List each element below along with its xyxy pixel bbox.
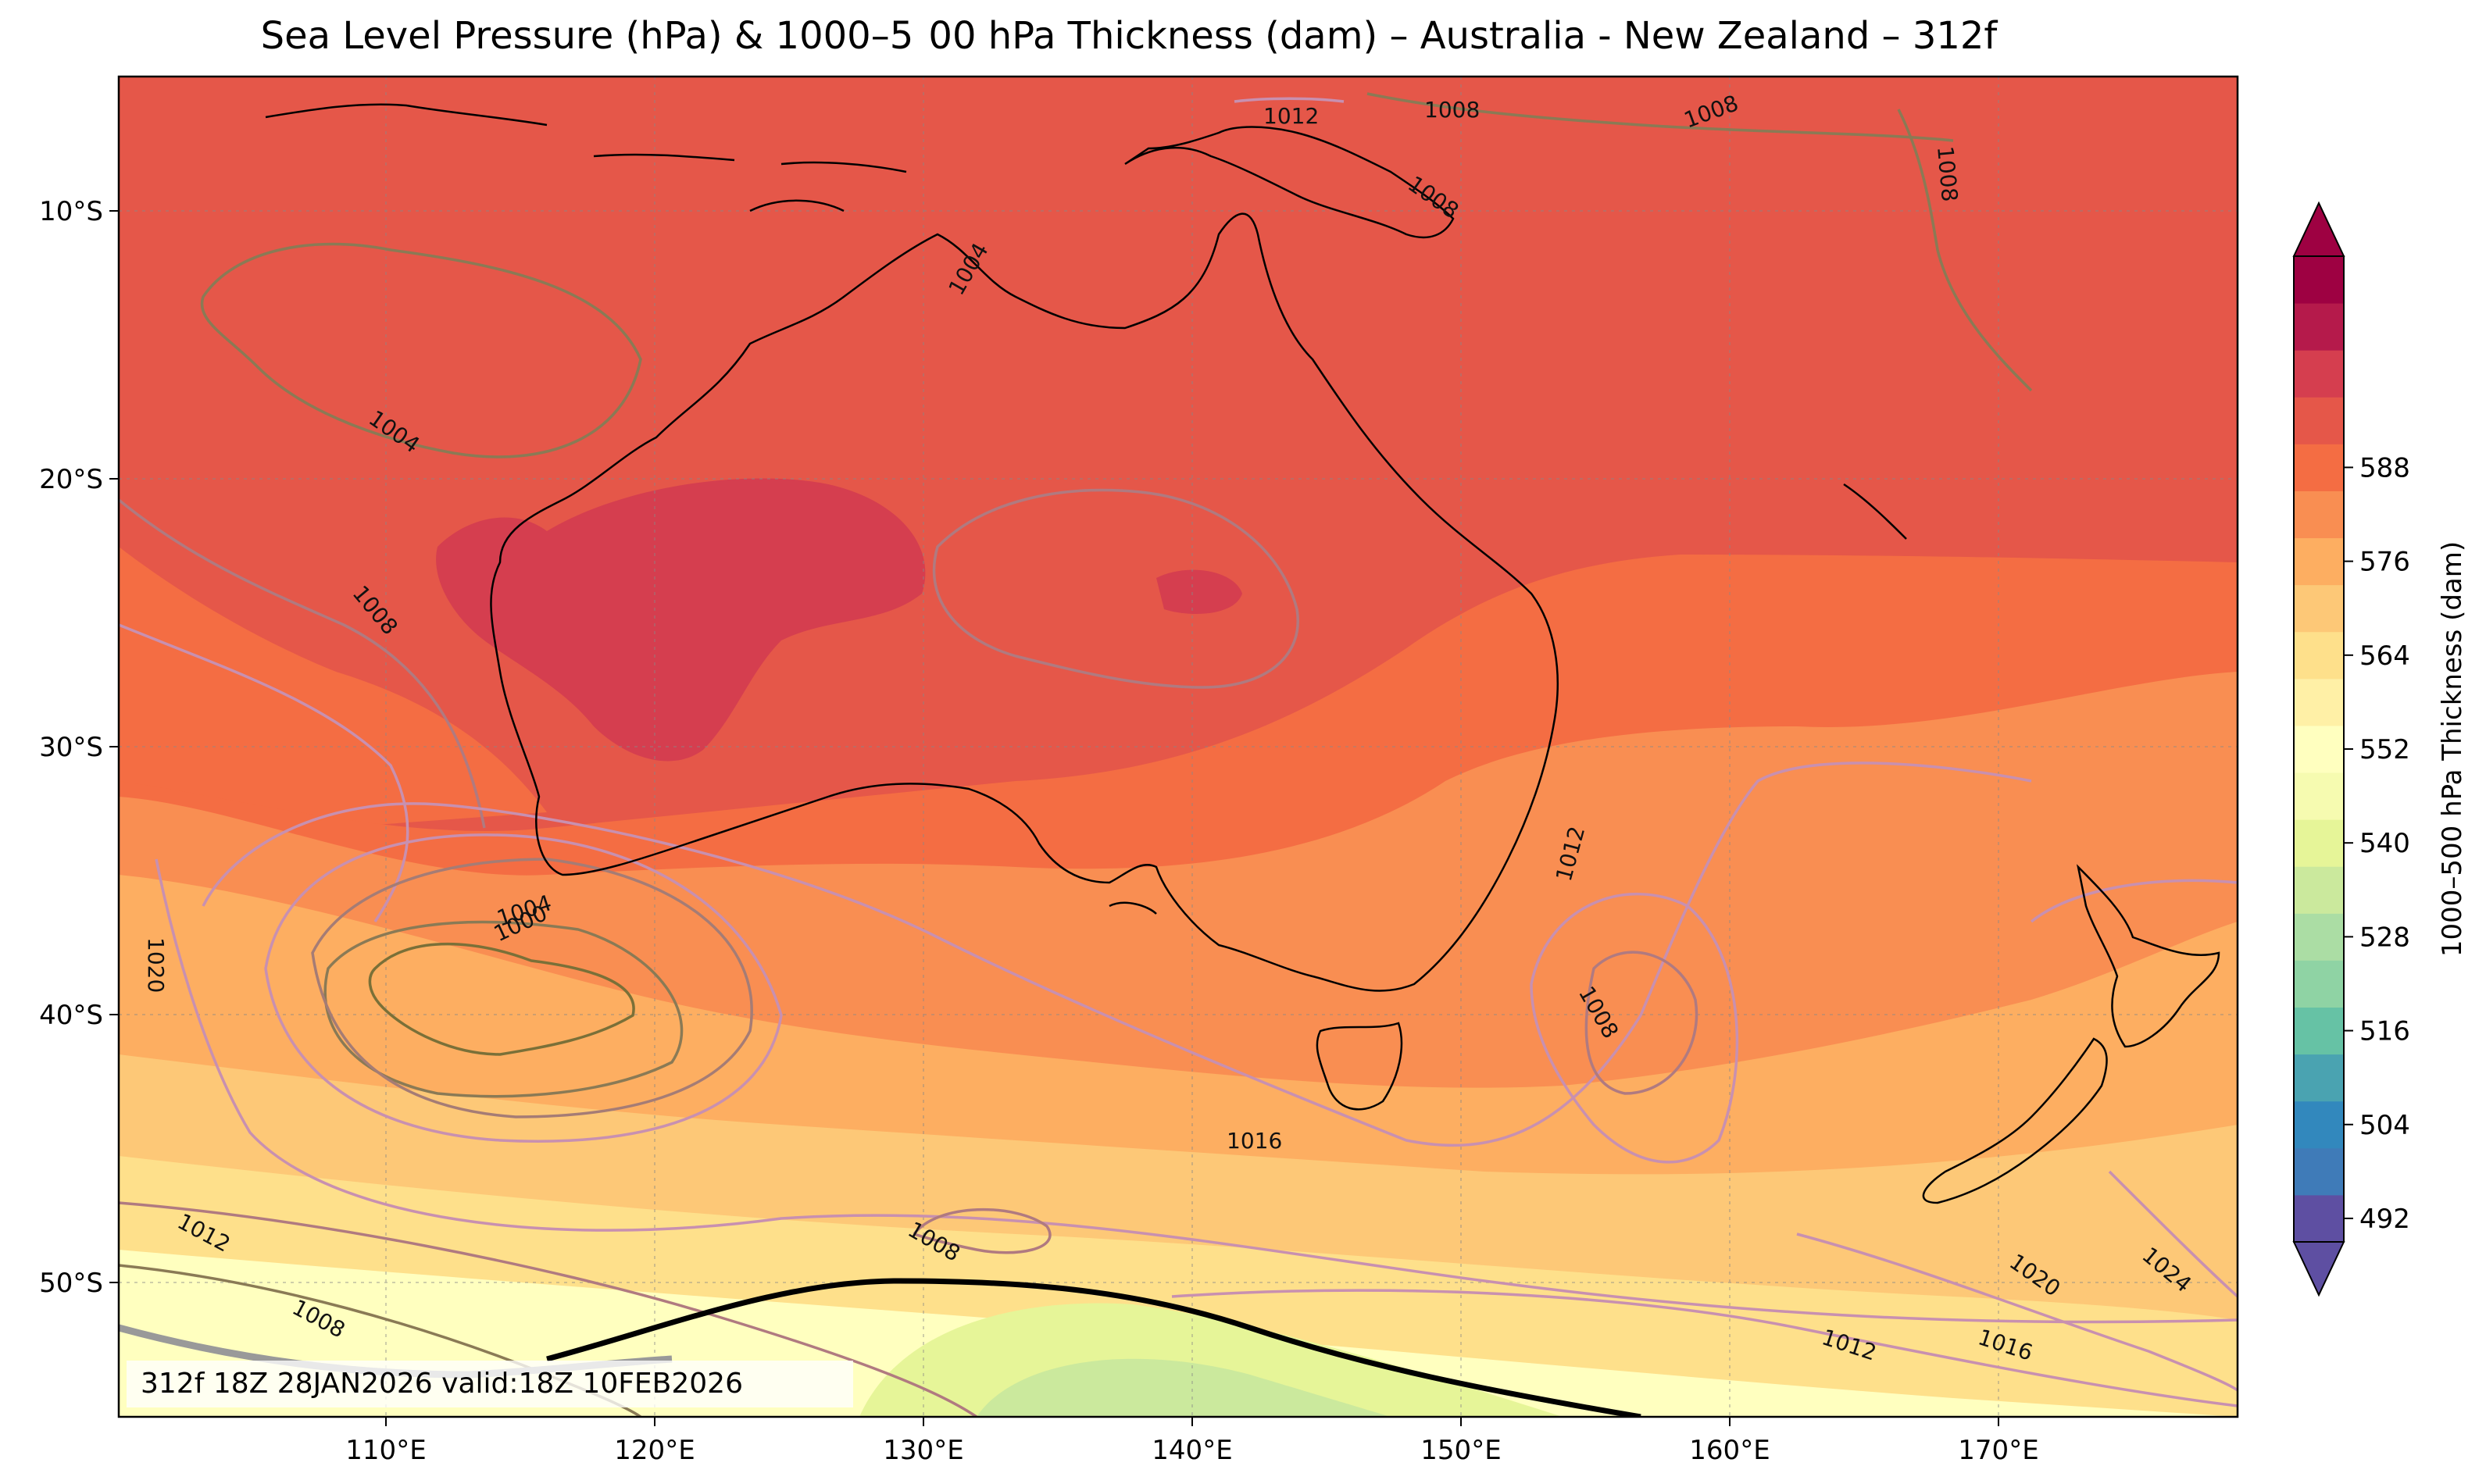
isobar-1024-east: [2030, 879, 2238, 1298]
run-info-label: 312f 18Z 28JAN2026 valid:18Z 10FEB2026: [127, 1361, 853, 1407]
lat-tick-label: 50°S: [39, 1268, 103, 1299]
isobar-1008-northeast: [1366, 92, 1954, 142]
colorbar-segment: [2294, 819, 2344, 867]
isobar-label: 1016: [1227, 1128, 1282, 1154]
lat-tick-labels: 10°S 20°S 30°S 40°S 50°S: [39, 196, 103, 1299]
coastline-new-guinea: [1124, 126, 1455, 239]
isobar-1004-north: [200, 242, 642, 458]
coastline-kangaroo-island: [1109, 901, 1157, 915]
colorbar-extend-bottom: [2292, 1241, 2345, 1297]
coastline-australia: [490, 212, 1559, 992]
lat-ticks: [109, 210, 119, 1283]
colorbar-tick-label: 540: [2359, 828, 2410, 859]
colorbar-tick-label: 576: [2359, 547, 2410, 578]
colorbar-tick-label: 528: [2359, 922, 2410, 953]
colorbar-segment: [2294, 631, 2344, 680]
colorbar-segment: [2294, 397, 2344, 444]
colorbar-segment: [2294, 960, 2344, 1008]
lat-tick-label: 20°S: [39, 464, 103, 495]
colorbar-segment: [2294, 772, 2344, 820]
lat-tick-label: 30°S: [39, 732, 103, 763]
colorbar-tick-label: 588: [2359, 452, 2410, 483]
thickness-540-line: [546, 1278, 1641, 1417]
isobar-1008-northeast-2: [1897, 109, 2033, 392]
thickness-band-582: [436, 478, 926, 762]
isobar-1008-west: [119, 498, 486, 829]
coastline-new-caledonia: [1843, 483, 1907, 540]
isobar-1000-low: [368, 942, 635, 1056]
isobar-1020-band: [155, 858, 2238, 1324]
colorbar-segment: [2294, 678, 2344, 726]
coastline-nz-south: [1922, 1037, 2108, 1204]
lat-tick-label: 40°S: [39, 1000, 103, 1031]
coastline-indonesia: [265, 103, 907, 212]
isobar-1008-tasman: [1584, 951, 1698, 1095]
colorbar-tick-label: 552: [2359, 734, 2410, 765]
isobar-label: 1008: [1932, 145, 1963, 203]
lon-tick-label: 140°E: [1152, 1435, 1232, 1466]
colorbar-segment: [2294, 444, 2344, 491]
isobar-1016-southeast: [1796, 1233, 2238, 1392]
isobar-1016-band: [202, 762, 2032, 1147]
isobar-1008-southmid: [913, 1208, 1052, 1254]
isobar-label: 1020: [143, 937, 169, 993]
isobar-label: 1008: [1424, 97, 1480, 123]
colorbar-segment: [2294, 537, 2344, 586]
isobar-1008-australia: [932, 488, 1299, 689]
thickness-band-582-east: [1156, 569, 1242, 614]
lon-tick-label: 160°E: [1689, 1435, 1770, 1466]
coastline-tasmania: [1316, 1022, 1403, 1111]
colorbar-segment: [2294, 491, 2344, 539]
isobar-1012-southeast: [1171, 1289, 2238, 1407]
isobar-1012-tasman: [1530, 893, 1739, 1164]
isobar-1012-west: [119, 623, 409, 922]
lon-tick-label: 120°E: [614, 1435, 695, 1466]
map-plot-area: 1012 1008 1008 1008 1008 1004 1004 1000 …: [119, 77, 2238, 1417]
colorbar-segment: [2294, 1054, 2344, 1102]
lat-tick-label: 10°S: [39, 196, 103, 227]
colorbar-segment: [2294, 1194, 2344, 1243]
colorbar-segment: [2294, 1007, 2344, 1055]
colorbar-segment: [2294, 1147, 2344, 1196]
thickness-band-528: [977, 1358, 1391, 1417]
graticule: [119, 77, 2238, 1417]
colorbar-segment: [2294, 725, 2344, 773]
colorbar-segment: [2294, 256, 2344, 304]
thickness-band-570-west: [119, 77, 547, 844]
lon-tick-label: 110°E: [345, 1435, 426, 1466]
colorbar-segments: [2294, 256, 2344, 1243]
colorbar-extend-top: [2292, 201, 2345, 257]
colorbar-ticks: 492 504 516 528 540 552 564 576 588: [2344, 452, 2410, 1235]
colorbar-segment: [2294, 303, 2344, 351]
isobar-1012-low: [264, 833, 783, 1143]
lon-tick-labels: 110°E 120°E 130°E 140°E 150°E 160°E 170°…: [345, 1435, 2038, 1466]
colorbar-segment: [2294, 866, 2344, 914]
colorbar-segment: [2294, 1101, 2344, 1149]
lon-ticks: [385, 1417, 1999, 1426]
colorbar: 492 504 516 528 540 552 564 576 588 1000–500 hPa…: [2292, 201, 2468, 1297]
colorbar-segment: [2294, 584, 2344, 633]
colorbar-tick-label: 516: [2359, 1016, 2410, 1047]
colorbar-label: 1000–500 hPa Thickness (dam): [2437, 541, 2468, 957]
coastlines: [265, 103, 2220, 1204]
colorbar-segment: [2294, 350, 2344, 398]
isobar-label: 1012: [1263, 103, 1319, 129]
colorbar-tick-label: 504: [2359, 1110, 2410, 1141]
lon-tick-label: 130°E: [883, 1435, 963, 1466]
coastline-nz-north: [2076, 864, 2220, 1048]
colorbar-tick-label: 564: [2359, 640, 2410, 672]
chart-title: Sea Level Pressure (hPa) & 1000–5 00 hPa…: [260, 14, 1998, 58]
isobars: [119, 92, 2238, 1417]
isobar-1008-low: [311, 858, 753, 1118]
isobar-1012-south: [119, 1201, 977, 1417]
lon-tick-label: 170°E: [1958, 1435, 2038, 1466]
colorbar-tick-label: 492: [2359, 1204, 2410, 1235]
lon-tick-label: 150°E: [1420, 1435, 1501, 1466]
isobar-1012-north: [1234, 97, 1345, 103]
colorbar-segment: [2294, 913, 2344, 961]
